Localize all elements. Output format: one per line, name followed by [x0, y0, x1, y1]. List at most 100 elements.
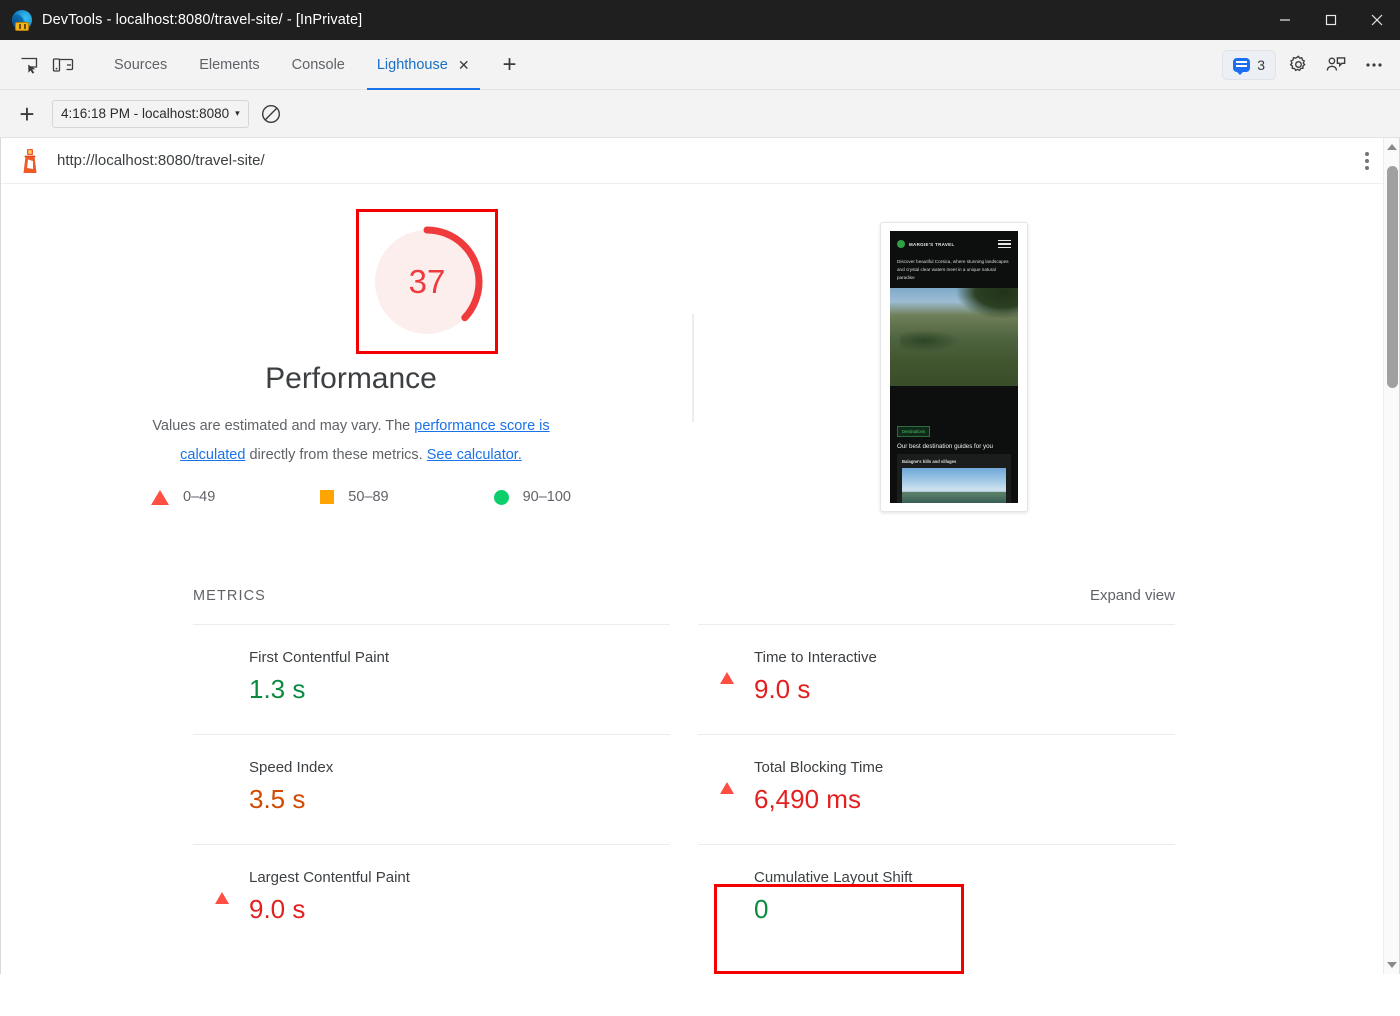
see-calculator-link[interactable]: See calculator.	[426, 447, 522, 463]
expand-view-button[interactable]: Expand view	[1089, 587, 1175, 604]
score-value: 37	[408, 262, 446, 300]
metric-value: 0	[754, 894, 769, 924]
circle-icon	[493, 489, 509, 505]
thumb-hero-image	[890, 288, 1018, 386]
desc-part-2: directly from these metrics.	[245, 447, 427, 463]
metric-value: 6,490 ms	[754, 784, 861, 814]
score-description: Values are estimated and may vary. The p…	[131, 412, 571, 470]
devtools-tab-strip: Sources Elements Console Lighthouse ✕ + …	[0, 40, 1400, 90]
score-legend: 0–49 50–89 90–100	[151, 489, 571, 505]
metrics-section-title: METRICS	[193, 588, 266, 604]
report-selector-value: 4:16:18 PM - localhost:8080	[61, 106, 230, 121]
lighthouse-report-pane: http://localhost:8080/travel-site/ 37 Pe…	[0, 138, 1400, 974]
thumb-navbar: MARGIE'S TRAVEL	[890, 231, 1018, 257]
minimize-button[interactable]	[1262, 0, 1308, 40]
triangle-icon	[151, 489, 169, 505]
metric-label: Cumulative Layout Shift	[754, 869, 913, 886]
metric-value: 3.5 s	[249, 784, 306, 814]
triangle-icon	[720, 655, 734, 684]
no-entry-clear-icon[interactable]	[259, 102, 283, 126]
metric-label: First Contentful Paint	[249, 649, 390, 666]
scroll-up-arrow[interactable]	[1384, 138, 1399, 156]
metrics-column-left: First Contentful Paint 1.3 s Speed Index…	[193, 624, 670, 954]
hamburger-menu-icon	[998, 239, 1011, 249]
legend-range: 90–100	[522, 489, 571, 505]
metric-total-blocking-time[interactable]: Total Blocking Time 6,490 ms	[698, 734, 1175, 844]
tab-label: Sources	[114, 56, 168, 73]
legend-item-pass: 90–100	[493, 489, 571, 505]
triangle-icon	[720, 765, 734, 794]
window-title: DevTools - localhost:8080/travel-site/ -…	[42, 12, 363, 28]
device-toolbar-icon[interactable]	[46, 48, 80, 82]
metrics-grid: First Contentful Paint 1.3 s Speed Index…	[193, 624, 1175, 954]
thumb-card-title: Balagne's hills and villages	[902, 459, 957, 464]
inspect-element-icon[interactable]	[12, 48, 46, 82]
report-url: http://localhost:8080/travel-site/	[57, 152, 265, 169]
legend-item-fail: 0–49	[151, 489, 215, 505]
thumb-brand: MARGIE'S TRAVEL	[909, 241, 955, 247]
gear-icon[interactable]	[1282, 49, 1314, 81]
metrics-header: METRICS Expand view	[193, 587, 1175, 604]
tab-label: Console	[291, 56, 345, 73]
tab-lighthouse[interactable]: Lighthouse ✕	[361, 40, 486, 90]
more-tools-plus-icon[interactable]: +	[502, 50, 517, 78]
thumb-chip: Destinations	[897, 426, 931, 437]
lighthouse-run-toolbar: + 4:16:18 PM - localhost:8080 ▾	[0, 90, 1400, 138]
kebab-menu-icon[interactable]	[1365, 151, 1369, 170]
metrics-column-right: Time to Interactive 9.0 s Total Blocking…	[698, 624, 1175, 954]
desc-part-1: Values are estimated and may vary. The	[152, 418, 415, 434]
active-tab-underline	[366, 87, 480, 90]
thumb-spacer	[890, 386, 1018, 420]
metric-value: 1.3 s	[249, 674, 306, 704]
report-selector-dropdown[interactable]: 4:16:18 PM - localhost:8080 ▾	[52, 99, 249, 128]
metric-value: 9.0 s	[249, 894, 306, 924]
issues-count: 3	[1257, 56, 1265, 73]
metric-value: 9.0 s	[754, 674, 811, 704]
tab-elements[interactable]: Elements	[183, 40, 275, 90]
report-body: 37 Performance Values are estimated and …	[1, 184, 1399, 974]
scroll-down-arrow[interactable]	[1384, 956, 1399, 974]
metric-label: Total Blocking Time	[754, 759, 884, 776]
performance-gauge[interactable]: 37	[369, 224, 485, 340]
feedback-icon[interactable]	[1320, 49, 1352, 81]
metric-label: Time to Interactive	[754, 649, 877, 666]
score-category-title: Performance	[265, 362, 437, 395]
maximize-button[interactable]	[1308, 0, 1354, 40]
tab-sources[interactable]: Sources	[98, 40, 183, 90]
metric-label: Largest Contentful Paint	[249, 869, 410, 886]
metric-time-to-interactive[interactable]: Time to Interactive 9.0 s	[698, 624, 1175, 734]
tab-console[interactable]: Console	[276, 40, 361, 90]
metric-first-contentful-paint[interactable]: First Contentful Paint 1.3 s	[193, 624, 670, 734]
more-options-icon[interactable]	[1358, 49, 1390, 81]
new-report-button[interactable]: +	[19, 98, 35, 129]
score-gauge-highlight-box: 37	[356, 209, 498, 354]
metric-speed-index[interactable]: Speed Index 3.5 s	[193, 734, 670, 844]
chevron-down-icon: ▾	[235, 108, 240, 118]
metric-cumulative-layout-shift[interactable]: Cumulative Layout Shift 0	[698, 844, 1175, 954]
lighthouse-icon	[19, 148, 41, 174]
metric-label: Speed Index	[249, 759, 334, 776]
thumbnail-content: MARGIE'S TRAVEL Discover beautiful Corsi…	[890, 231, 1018, 503]
close-tab-icon[interactable]: ✕	[457, 56, 470, 73]
scrollbar-thumb[interactable]	[1387, 166, 1398, 388]
thumb-hero-text: Discover beautiful Corsica, where stunni…	[897, 259, 1009, 280]
close-button[interactable]	[1354, 0, 1400, 40]
legend-item-average: 50–89	[320, 489, 389, 505]
legend-range: 0–49	[183, 489, 216, 505]
thumb-section-heading: Our best destination guides for you	[897, 443, 993, 450]
thumb-globe-icon	[897, 240, 905, 248]
tab-label: Elements	[199, 56, 260, 73]
metric-largest-contentful-paint[interactable]: Largest Contentful Paint 9.0 s	[193, 844, 670, 954]
panel-tabs: Sources Elements Console Lighthouse ✕ +	[98, 40, 526, 90]
page-screenshot-thumbnail[interactable]: MARGIE'S TRAVEL Discover beautiful Corsi…	[880, 222, 1028, 512]
performance-score-link[interactable]: performance score is calculated	[180, 418, 550, 463]
thumb-card: Balagne's hills and villages	[897, 454, 1011, 503]
tab-label: Lighthouse	[376, 56, 448, 73]
window-controls	[1262, 0, 1400, 40]
thumb-card-image	[902, 468, 1006, 503]
section-divider	[692, 314, 694, 422]
report-url-bar: http://localhost:8080/travel-site/	[1, 138, 1399, 184]
issues-badge[interactable]: 3	[1222, 49, 1276, 80]
report-scrollbar[interactable]	[1383, 138, 1399, 974]
square-icon	[320, 490, 335, 504]
